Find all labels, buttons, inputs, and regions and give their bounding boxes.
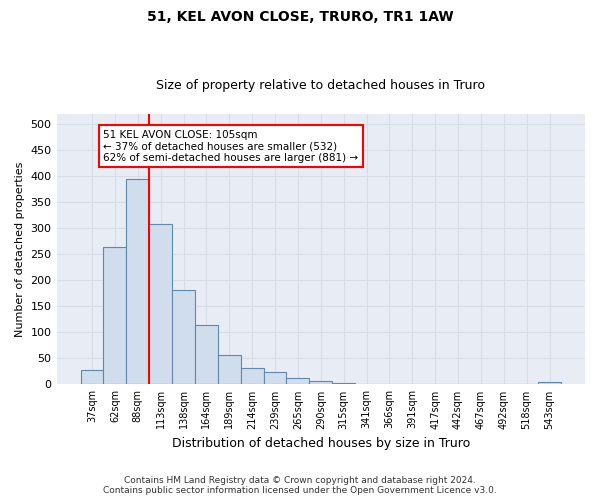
Bar (286, 378, 310, 384)
Bar (263, 372, 286, 384)
Text: Contains HM Land Registry data © Crown copyright and database right 2024.
Contai: Contains HM Land Registry data © Crown c… (103, 476, 497, 495)
Bar (127, 179, 149, 384)
X-axis label: Distribution of detached houses by size in Truro: Distribution of detached houses by size … (172, 437, 470, 450)
Bar (538, 382, 561, 384)
Bar (195, 324, 218, 384)
Title: Size of property relative to detached houses in Truro: Size of property relative to detached ho… (156, 79, 485, 92)
Bar (103, 246, 127, 384)
Y-axis label: Number of detached properties: Number of detached properties (15, 162, 25, 337)
Text: 51, KEL AVON CLOSE, TRURO, TR1 1AW: 51, KEL AVON CLOSE, TRURO, TR1 1AW (146, 10, 454, 24)
Bar (172, 290, 195, 384)
Bar (310, 382, 332, 384)
Bar (218, 355, 241, 384)
Bar (80, 370, 103, 384)
Text: 51 KEL AVON CLOSE: 105sqm
← 37% of detached houses are smaller (532)
62% of semi: 51 KEL AVON CLOSE: 105sqm ← 37% of detac… (103, 130, 359, 163)
Bar (149, 224, 172, 384)
Bar (241, 368, 263, 384)
